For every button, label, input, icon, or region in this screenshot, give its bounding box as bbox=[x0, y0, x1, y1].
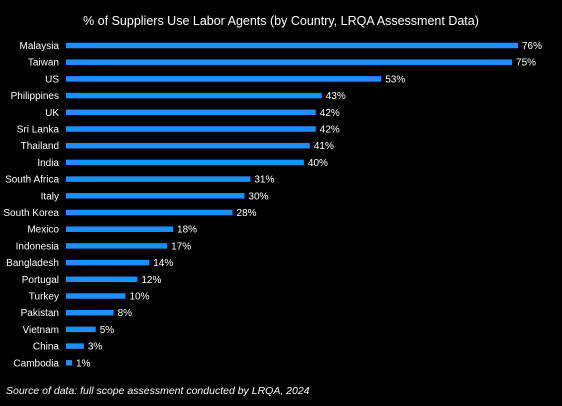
value-label: 76% bbox=[522, 41, 542, 52]
bar bbox=[66, 109, 316, 116]
bar bbox=[66, 360, 72, 366]
value-label: 42% bbox=[320, 125, 340, 136]
bar bbox=[66, 42, 518, 49]
category-label: Thailand bbox=[21, 141, 59, 152]
value-label: 14% bbox=[153, 258, 173, 269]
value-label: 17% bbox=[171, 241, 191, 252]
bar bbox=[66, 343, 84, 349]
bar bbox=[66, 209, 233, 216]
category-label: Bangladesh bbox=[6, 258, 59, 269]
value-label: 3% bbox=[88, 342, 103, 353]
category-label: South Africa bbox=[5, 175, 59, 186]
bar bbox=[66, 243, 168, 249]
category-label: Vietnam bbox=[22, 325, 59, 336]
category-label: India bbox=[37, 158, 59, 169]
value-label: 43% bbox=[326, 91, 346, 102]
category-label: Mexico bbox=[27, 225, 59, 236]
bar bbox=[66, 126, 316, 132]
bar bbox=[66, 226, 174, 232]
chart-title: % of Suppliers Use Labor Agents (by Coun… bbox=[83, 14, 479, 28]
bar bbox=[66, 276, 138, 283]
bar bbox=[66, 326, 96, 333]
category-label: Italy bbox=[41, 191, 59, 202]
bar bbox=[66, 193, 245, 199]
category-label: Turkey bbox=[29, 292, 59, 303]
value-label: 53% bbox=[385, 74, 405, 85]
bar bbox=[66, 59, 513, 65]
category-label: South Korea bbox=[3, 208, 59, 219]
bar bbox=[66, 259, 150, 266]
category-label: China bbox=[33, 342, 60, 353]
bar bbox=[66, 293, 126, 299]
source-note: Source of data: full scope assessment co… bbox=[6, 385, 310, 397]
category-label: Indonesia bbox=[16, 241, 60, 252]
bar bbox=[66, 309, 114, 316]
value-label: 1% bbox=[76, 358, 91, 369]
value-label: 5% bbox=[100, 325, 115, 336]
category-label: Portugal bbox=[22, 275, 59, 286]
category-label: Malaysia bbox=[20, 41, 60, 52]
category-label: Pakistan bbox=[21, 308, 59, 319]
value-label: 10% bbox=[129, 292, 149, 303]
value-label: 75% bbox=[516, 58, 536, 69]
bar bbox=[66, 92, 322, 99]
bar bbox=[66, 159, 304, 166]
bar bbox=[66, 76, 382, 82]
bar bbox=[66, 142, 310, 149]
category-label: UK bbox=[45, 108, 59, 119]
value-label: 31% bbox=[254, 175, 274, 186]
category-label: Cambodia bbox=[13, 358, 59, 369]
value-label: 40% bbox=[308, 158, 328, 169]
value-label: 18% bbox=[177, 225, 197, 236]
category-label: Taiwan bbox=[28, 58, 59, 69]
value-label: 28% bbox=[237, 208, 257, 219]
value-label: 8% bbox=[118, 308, 133, 319]
value-label: 12% bbox=[141, 275, 161, 286]
bar bbox=[66, 176, 251, 182]
value-label: 30% bbox=[248, 191, 268, 202]
category-label: Sri Lanka bbox=[17, 125, 60, 136]
value-label: 41% bbox=[314, 141, 334, 152]
category-label: Philippines bbox=[11, 91, 59, 102]
category-label: US bbox=[45, 74, 59, 85]
value-label: 42% bbox=[320, 108, 340, 119]
